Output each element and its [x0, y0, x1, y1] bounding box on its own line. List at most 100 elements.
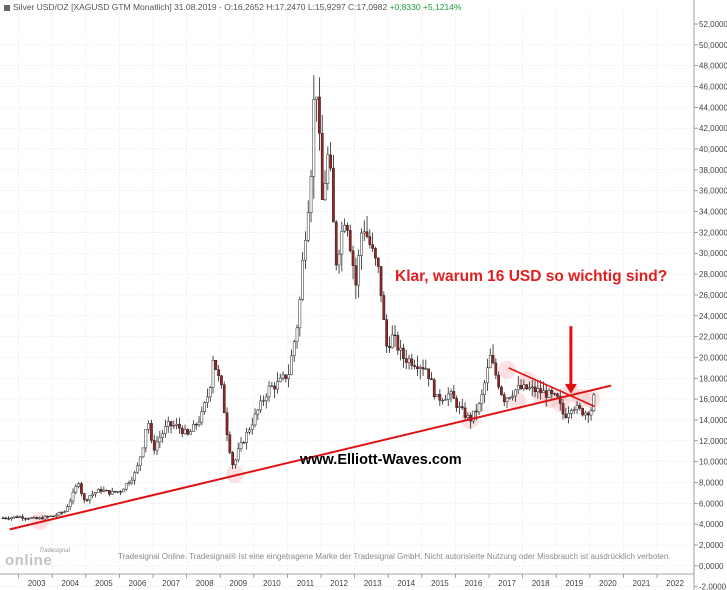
candle-body: [385, 319, 388, 347]
candle-body: [276, 381, 279, 390]
candle-body: [460, 406, 464, 409]
candle-body: [550, 389, 554, 394]
candle-body: [281, 374, 285, 379]
candle-body: [578, 405, 582, 409]
y-tick-label: 48,0000: [699, 62, 727, 71]
candle-body: [564, 413, 568, 418]
candle-body: [306, 212, 310, 241]
candle-body: [486, 367, 489, 384]
candlestick-series: [1, 75, 596, 522]
candle-body: [88, 495, 92, 501]
candle-body: [122, 488, 125, 493]
candle-body: [421, 367, 425, 370]
logo-brand: Tradesignal: [39, 548, 70, 554]
candle-body: [586, 412, 590, 416]
candle-body: [477, 403, 481, 413]
candle-body: [245, 431, 248, 443]
candle-body: [390, 334, 394, 349]
candle-body: [77, 483, 80, 487]
x-tick-label: 2021: [633, 579, 651, 588]
candle-body: [264, 396, 268, 401]
resistance-trendline: [508, 367, 595, 408]
tradesignal-online-logo: Tradesignal online: [5, 548, 77, 569]
support-trendline: [9, 384, 612, 531]
y-tick-label: -2,0000: [699, 583, 727, 590]
x-tick-label: 2009: [229, 579, 247, 588]
candle-body: [558, 396, 562, 404]
candle-body: [292, 341, 296, 357]
candle-body: [522, 384, 526, 389]
candle-body: [15, 516, 19, 519]
candle-body: [404, 358, 408, 363]
candle-body: [304, 240, 307, 261]
candle-body: [225, 412, 229, 436]
candle-body: [124, 483, 128, 490]
instrument-icon: [4, 4, 10, 11]
candle-body: [446, 393, 450, 400]
candle-body: [248, 429, 251, 433]
y-tick-label: 50,0000: [699, 41, 727, 50]
y-tick-label: 26,0000: [699, 291, 727, 300]
candle-body: [214, 360, 218, 370]
x-tick-label: 2020: [599, 579, 617, 588]
candle-body: [194, 424, 198, 426]
candle-body: [427, 368, 430, 379]
candle-body: [452, 391, 456, 399]
candle-body: [371, 244, 374, 249]
candle-body: [12, 516, 16, 518]
header-ohlc: O:16,2652 H:17,2470 L:15,9297 C:17,0982: [224, 2, 388, 12]
candle-body: [480, 394, 484, 405]
x-tick-label: 2019: [565, 579, 583, 588]
candle-body: [1, 517, 5, 519]
candle-body: [374, 248, 377, 259]
y-tick-label: 20,0000: [699, 353, 727, 362]
candle-body: [528, 387, 531, 390]
candle-body: [494, 362, 498, 376]
x-tick-label: 2014: [397, 579, 415, 588]
candle-body: [10, 517, 13, 519]
candle-body: [315, 96, 318, 100]
candle-body: [309, 176, 313, 214]
candle-body: [161, 433, 164, 438]
candle-body: [416, 366, 419, 370]
candle-body: [60, 512, 64, 514]
candle-body: [500, 386, 503, 395]
y-tick-label: 4,0000: [699, 520, 724, 529]
candle-body: [542, 390, 545, 394]
candle-body: [508, 397, 512, 399]
candle-body: [189, 431, 192, 435]
candle-body: [424, 368, 428, 370]
candle-body: [119, 491, 122, 493]
y-tick-label: 46,0000: [699, 83, 727, 92]
y-tick-label: 28,0000: [699, 270, 727, 279]
candle-body: [116, 491, 120, 493]
x-tick-label: 2015: [431, 579, 449, 588]
candle-body: [49, 515, 52, 517]
candle-body: [575, 405, 579, 410]
candle-body: [502, 394, 506, 402]
candle-body: [32, 517, 36, 519]
candle-body: [497, 374, 500, 388]
candle-body: [519, 385, 523, 389]
y-tick-label: 18,0000: [699, 374, 727, 383]
x-tick-label: 2010: [263, 579, 281, 588]
candle-body: [253, 413, 257, 426]
candle-body: [533, 386, 537, 392]
y-tick-label: 10,0000: [699, 458, 727, 467]
candle-body: [589, 410, 593, 416]
candle-body: [158, 437, 162, 443]
header-change: +0,8330 +5,1214%: [389, 2, 462, 12]
candle-body: [379, 266, 383, 296]
candle-body: [197, 421, 201, 425]
y-tick-label: 24,0000: [699, 312, 727, 321]
candle-body: [231, 452, 234, 466]
candle-body: [455, 398, 458, 408]
candle-body: [267, 385, 271, 398]
candle-body: [236, 448, 240, 461]
candle-body: [57, 512, 61, 516]
candle-body: [4, 517, 8, 519]
candle-body: [91, 493, 94, 496]
candle-body: [18, 516, 22, 519]
candle-body: [80, 483, 83, 494]
candle-body: [110, 490, 114, 495]
